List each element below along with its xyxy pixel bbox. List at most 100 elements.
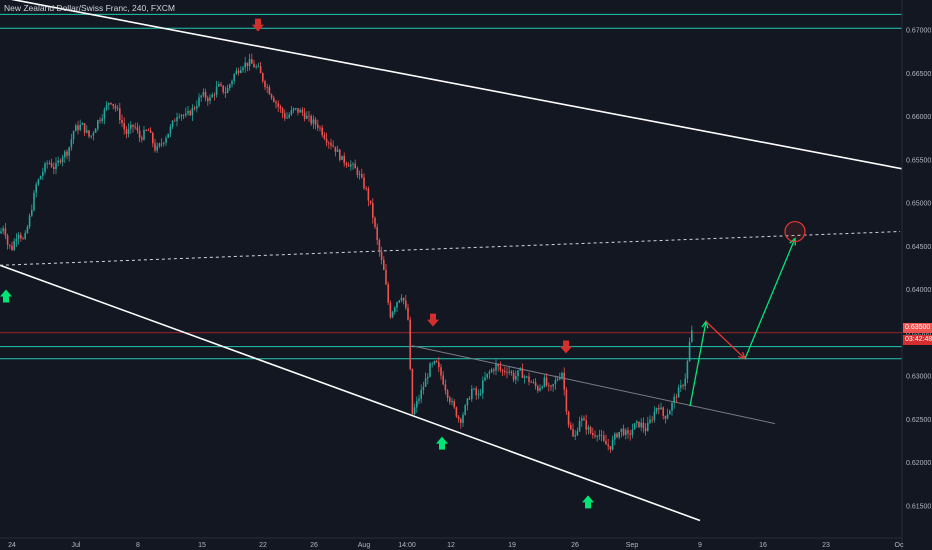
horizontal-levels [0, 13, 902, 360]
candle-body [169, 126, 172, 134]
candle-body [103, 109, 106, 119]
candle-body [438, 362, 440, 368]
candle-body [303, 112, 306, 119]
candle-body [394, 307, 396, 312]
candle-body [589, 427, 592, 434]
candle-body [572, 429, 574, 437]
candle-body [297, 108, 299, 113]
candle-body [495, 363, 497, 371]
candle-body [53, 167, 55, 170]
candle-body [517, 370, 519, 377]
candle-body [684, 378, 686, 387]
candle-body [666, 414, 669, 419]
candle-body [449, 397, 451, 403]
candle-body [336, 149, 339, 152]
candle-body [72, 131, 75, 140]
candle-body [675, 396, 678, 398]
candle-body [559, 377, 561, 380]
candle-body [154, 143, 156, 151]
time-tick-label: 19 [508, 542, 516, 549]
time-tick-label: 24 [8, 542, 16, 549]
candle-body [350, 164, 352, 167]
candle-body [629, 433, 631, 435]
candle-body [196, 105, 198, 109]
candle-body [130, 124, 132, 129]
candle-body [88, 130, 90, 137]
projection-arrowhead [789, 237, 797, 246]
candle-body [644, 428, 647, 432]
candle-body [605, 440, 607, 445]
candle-body [688, 341, 691, 362]
candle-body [22, 238, 24, 240]
candle-body [356, 168, 359, 175]
candle-body [152, 132, 154, 144]
candle-body [387, 284, 389, 303]
candle-body [147, 130, 150, 131]
candle-body [233, 74, 235, 81]
last-price-tag: 0.63500 [903, 323, 932, 333]
candle-body [255, 66, 257, 68]
candle-body [548, 385, 550, 387]
candle-body [281, 108, 284, 114]
candle-body [323, 135, 326, 139]
candle-body [493, 369, 495, 371]
candle-body [587, 427, 590, 430]
candle-body [253, 63, 255, 68]
candle-body [86, 130, 88, 133]
candle-body [317, 124, 319, 128]
candle-body [158, 143, 161, 147]
candle-body [402, 297, 405, 301]
candle-body [266, 87, 268, 88]
candle-body [290, 110, 293, 115]
target-circle [784, 220, 806, 243]
candle-body [64, 151, 66, 158]
candle-body [240, 70, 242, 73]
candle-body [361, 174, 363, 178]
candle-body [174, 120, 176, 122]
candle-body [680, 385, 682, 388]
candle-body [132, 124, 134, 127]
time-tick-label: 16 [759, 542, 767, 549]
candle-body [416, 400, 418, 408]
price-axis[interactable]: 0.67000 0.66500 0.66000 0.65500 0.65000 0.645… [901, 0, 932, 550]
candle-body [385, 269, 387, 285]
candle-body [567, 411, 570, 425]
candle-body [391, 311, 394, 318]
candle-body [363, 177, 365, 189]
buy-arrow-icon [0, 289, 12, 303]
candle-body [380, 251, 383, 260]
price-axis-background [902, 0, 932, 550]
candle-body [664, 415, 667, 419]
candle-body [400, 297, 403, 301]
candle-body [125, 129, 128, 135]
candle-body [66, 151, 68, 156]
candle-body [479, 393, 482, 395]
candle-body [301, 109, 304, 113]
candle-body [108, 102, 110, 105]
candle-body [198, 97, 200, 106]
time-axis[interactable]: 24 Jul 8 15 22 26 Aug 14:00 12 19 26 Sep 9 16 23 Oc [0, 537, 904, 549]
candle-body [226, 87, 229, 94]
candle-body [411, 368, 414, 415]
candle-body [488, 371, 491, 374]
candle-body [59, 160, 62, 163]
candle-body [259, 66, 262, 74]
candle-body [235, 70, 238, 75]
candle-body [556, 379, 559, 381]
candle-body [46, 163, 48, 164]
candle-body [464, 405, 466, 415]
signal-markers [0, 18, 594, 509]
trendlines [0, 0, 932, 522]
candle-body [508, 371, 510, 373]
candle-body [622, 428, 625, 436]
candle-body [433, 360, 436, 364]
price-tick-label: 0.65500 [906, 157, 931, 164]
candle-body [149, 130, 152, 133]
projection-segment [744, 238, 796, 359]
candle-body [332, 145, 334, 147]
candle-body [389, 302, 392, 318]
candle-body [550, 385, 552, 387]
candle-body [521, 368, 524, 378]
